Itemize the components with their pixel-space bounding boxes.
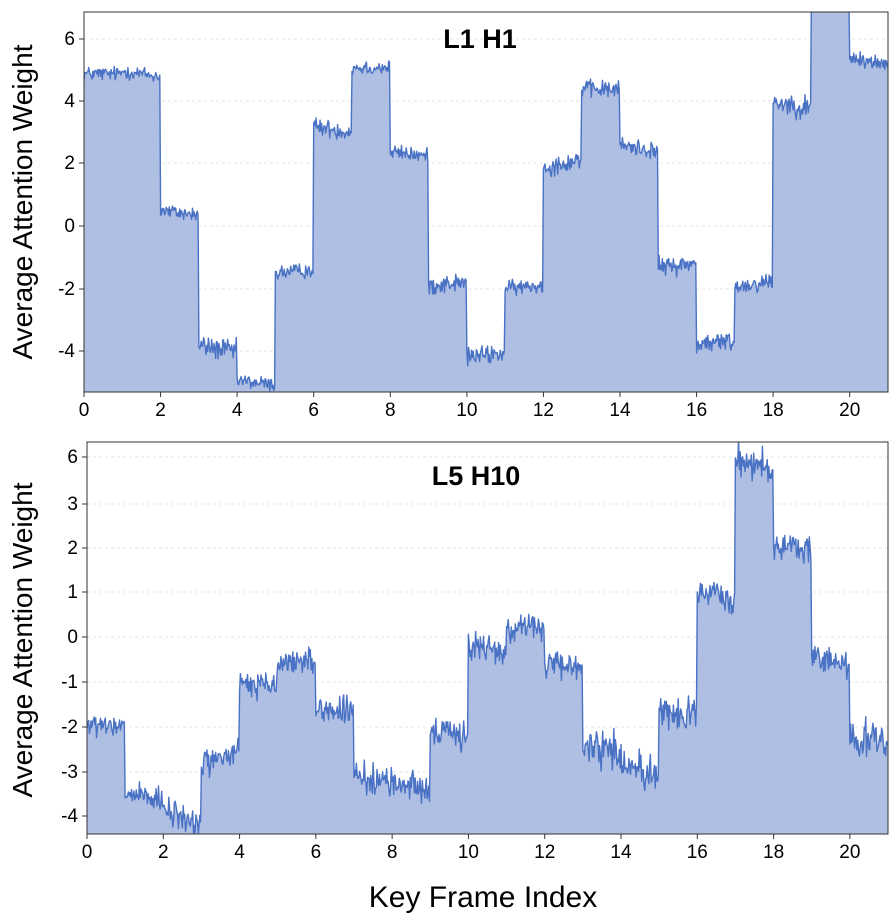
series-area — [84, 12, 888, 392]
plot-frame — [86, 441, 889, 835]
x-tick-label: 16 — [687, 842, 708, 863]
y-tick-label: -2 — [61, 717, 78, 738]
series-line — [87, 442, 888, 834]
x-tick-label: 14 — [610, 842, 632, 863]
x-tick-label: 18 — [763, 400, 784, 421]
x-tick-label: 0 — [82, 842, 93, 863]
x-tick-label: 2 — [155, 400, 166, 421]
x-tick-label: 12 — [533, 400, 554, 421]
x-tick-label: 10 — [456, 400, 477, 421]
y-tick-label: 0 — [67, 627, 78, 648]
series-line — [84, 12, 888, 392]
x-tick-label: 20 — [839, 400, 860, 421]
x-tick-label: 14 — [609, 400, 631, 421]
x-tick-label: 4 — [234, 842, 245, 863]
x-tick-label: 18 — [763, 842, 784, 863]
y-tick-label: 1 — [67, 582, 78, 603]
y-tick-label: 2 — [64, 153, 75, 174]
y-tick-label: -4 — [58, 341, 75, 362]
x-tick-label: 16 — [686, 400, 707, 421]
series-area — [87, 442, 888, 834]
x-tick-label: 12 — [534, 842, 555, 863]
y-tick-label: 3 — [67, 494, 78, 515]
y-axis-label: Average Attention Weight — [7, 44, 38, 359]
plot-frame — [83, 11, 889, 393]
y-tick-label: 6 — [64, 29, 75, 50]
x-tick-label: 10 — [458, 842, 479, 863]
x-tick-label: 4 — [232, 400, 243, 421]
y-axis-label: Average Attention Weight — [7, 482, 38, 797]
x-tick-label: 6 — [311, 842, 322, 863]
y-tick-label: 4 — [64, 91, 75, 112]
x-axis-label: Key Frame Index — [369, 881, 597, 914]
y-tick-label: 0 — [64, 216, 75, 237]
y-tick-label: -4 — [61, 806, 78, 827]
chart-title: L1 H1 — [443, 24, 517, 54]
x-tick-label: 0 — [79, 400, 90, 421]
x-tick-label: 8 — [385, 400, 396, 421]
chart-title: L5 H10 — [432, 461, 521, 491]
x-tick-label: 2 — [158, 842, 169, 863]
y-tick-label: 6 — [67, 447, 78, 468]
y-tick-label: -1 — [61, 672, 78, 693]
y-tick-label: 2 — [67, 538, 78, 559]
y-tick-label: -3 — [61, 762, 78, 783]
x-tick-label: 6 — [308, 400, 319, 421]
y-tick-label: -2 — [58, 279, 75, 300]
x-tick-label: 20 — [839, 842, 860, 863]
x-tick-label: 8 — [387, 842, 398, 863]
